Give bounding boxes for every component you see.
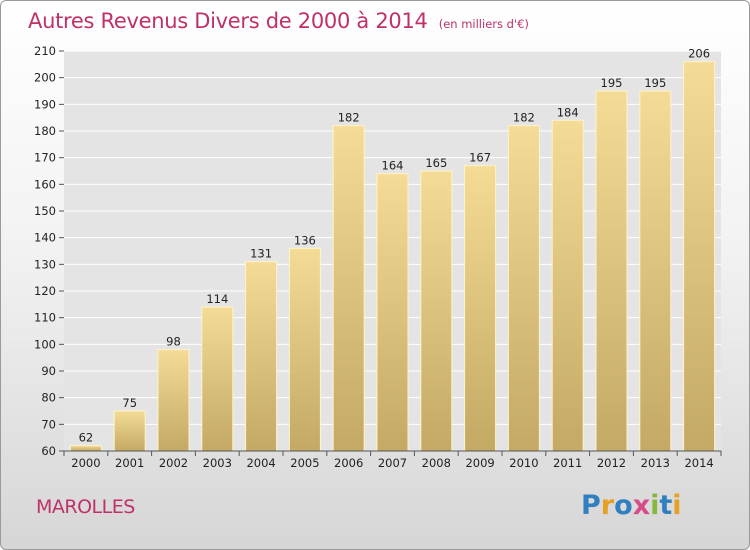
bar-value-label: 62 [79,431,94,445]
bar-2006 [332,125,365,452]
y-tick-label: 140 [34,231,56,245]
bar-value-label: 75 [122,396,137,410]
bar-value-label: 114 [206,292,228,306]
bar-2003 [201,306,234,452]
bar-2002 [157,349,190,452]
x-tick-label: 2010 [509,456,538,470]
x-tick-label: 2009 [465,456,494,470]
logo-letter: i [672,490,682,521]
bar-value-label: 164 [382,159,404,173]
bar-value-label: 206 [688,47,710,61]
x-axis-ticks: 2000 2001 2002 2003 2004 2005 2006 2007 2008 2009… [63,451,722,470]
y-axis-ticks: 60 70 80 90 100 110 120 130 140 150 160 170 180 190 20… [34,44,64,458]
y-tick-label: 130 [34,257,56,271]
logo-letter: x [632,490,651,521]
bar-2011 [551,119,584,452]
x-tick-label: 2011 [553,456,582,470]
y-tick-label: 160 [34,177,56,191]
x-tick-label: 2003 [203,456,232,470]
y-tick-label: 90 [41,364,56,378]
y-tick-label: 200 [34,71,56,85]
x-tick-label: 2012 [597,456,626,470]
y-tick-label: 180 [34,124,56,138]
x-tick-label: 2005 [290,456,319,470]
bar-2005 [288,247,321,452]
bar-2009 [464,165,497,452]
y-tick-label: 150 [34,204,56,218]
bar-2012 [595,90,628,452]
bar-2008 [420,170,453,452]
logo-letter: i [650,490,660,521]
bar-value-label: 195 [644,76,666,90]
y-tick-label: 170 [34,151,56,165]
x-tick-label: 2004 [246,456,275,470]
proxiti-logo[interactable]: Proxiti [581,490,682,521]
bar-value-label: 131 [250,247,272,261]
x-tick-label: 2000 [71,456,100,470]
bar-value-label: 184 [557,105,579,119]
y-tick-label: 60 [41,444,56,458]
x-tick-label: 2008 [422,456,451,470]
logo-letter: o [614,490,633,521]
bar-value-labels: 62 75 98 114 131 136 182 164 165 167 182 184 195 195 2… [79,47,710,445]
bar-2007 [376,173,409,452]
bar-value-label: 98 [166,335,181,349]
bar-2010 [507,125,540,452]
logo-letter: r [600,490,615,521]
place-name: MAROLLES [36,496,135,518]
logo-letter: P [581,490,601,521]
y-tick-label: 110 [34,311,56,325]
bar-2004 [245,261,278,452]
bars [69,61,716,452]
bar-value-label: 167 [469,151,491,165]
x-tick-label: 2007 [378,456,407,470]
bar-value-label: 182 [338,111,360,125]
x-tick-label: 2001 [115,456,144,470]
x-tick-label: 2013 [641,456,670,470]
bar-2013 [639,90,672,452]
x-tick-label: 2014 [684,456,713,470]
x-tick-label: 2006 [334,456,363,470]
bar-2001 [113,410,146,452]
y-tick-label: 190 [34,97,56,111]
bar-2000 [69,445,102,452]
chart-title: Autres Revenus Divers de 2000 à 2014 [28,9,428,33]
logo-letter: t [659,490,673,521]
x-tick-label: 2002 [159,456,188,470]
y-tick-label: 70 [41,417,56,431]
y-tick-label: 80 [41,391,56,405]
title-row: Autres Revenus Divers de 2000 à 2014 (en… [28,9,529,33]
y-tick-label: 120 [34,284,56,298]
bar-value-label: 182 [513,111,535,125]
y-tick-label: 210 [34,44,56,58]
bar-value-label: 195 [601,76,623,90]
bar-2014 [683,61,716,452]
bar-value-label: 165 [425,156,447,170]
chart-subtitle: (en milliers d'€) [438,17,529,31]
y-tick-label: 100 [34,337,56,351]
bar-value-label: 136 [294,233,316,247]
